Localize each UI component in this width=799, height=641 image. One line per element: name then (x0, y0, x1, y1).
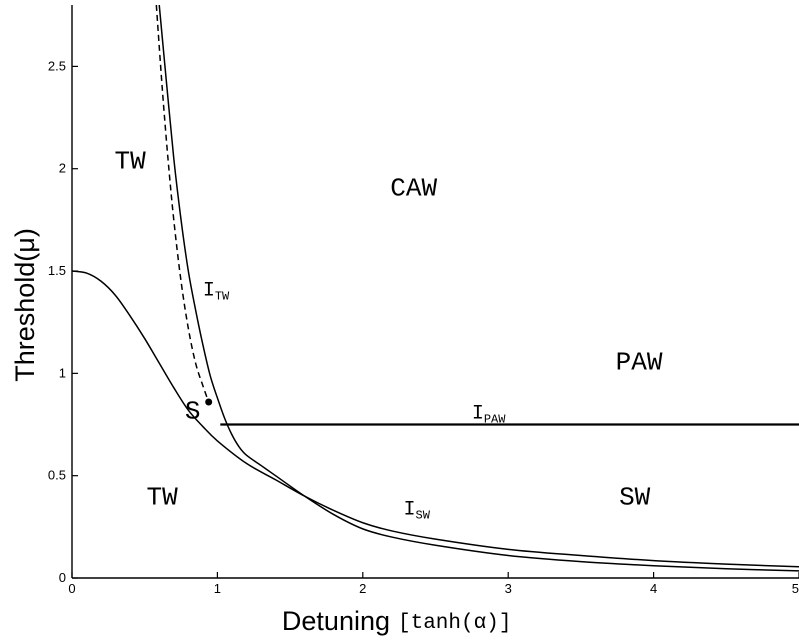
critical-point-marker (205, 398, 213, 406)
x-tick-label: 2 (359, 581, 366, 596)
curve-label-subscript: SW (416, 509, 431, 523)
x-tick-label: 1 (214, 581, 221, 596)
region-label: S (185, 396, 201, 426)
region-label: TW (115, 147, 147, 177)
curve-label-subscript: PAW (484, 412, 506, 426)
y-tick-label: 0.5 (48, 468, 66, 483)
x-axis-label: Detuning (282, 606, 390, 636)
region-label: CAW (390, 173, 437, 203)
region-label: TW (147, 482, 179, 512)
y-tick-label: 2 (59, 161, 66, 176)
curve-label-subscript: TW (215, 290, 230, 304)
y-axis-label: Threshold(μ) (10, 228, 40, 382)
y-tick-label: 0 (59, 570, 66, 585)
series-1-curve (72, 270, 799, 568)
x-tick-label: 5 (792, 581, 799, 596)
x-tick-label: 0 (68, 581, 75, 596)
y-tick-label: 2.5 (48, 58, 66, 73)
y-tick-label: 1.5 (48, 263, 66, 278)
x-axis-unit: [tanh(α)] (398, 612, 511, 635)
x-tick-label: 3 (505, 581, 512, 596)
curve-label-main: I (404, 499, 416, 522)
x-tick-label: 4 (650, 581, 657, 596)
region-label: SW (619, 482, 651, 512)
series-2-curve (158, 5, 799, 572)
region-label: PAW (616, 347, 663, 377)
curve-label-main: I (203, 280, 215, 303)
curve-label-main: I (472, 402, 484, 425)
series-3-curve (155, 5, 210, 403)
y-tick-label: 1 (59, 365, 66, 380)
